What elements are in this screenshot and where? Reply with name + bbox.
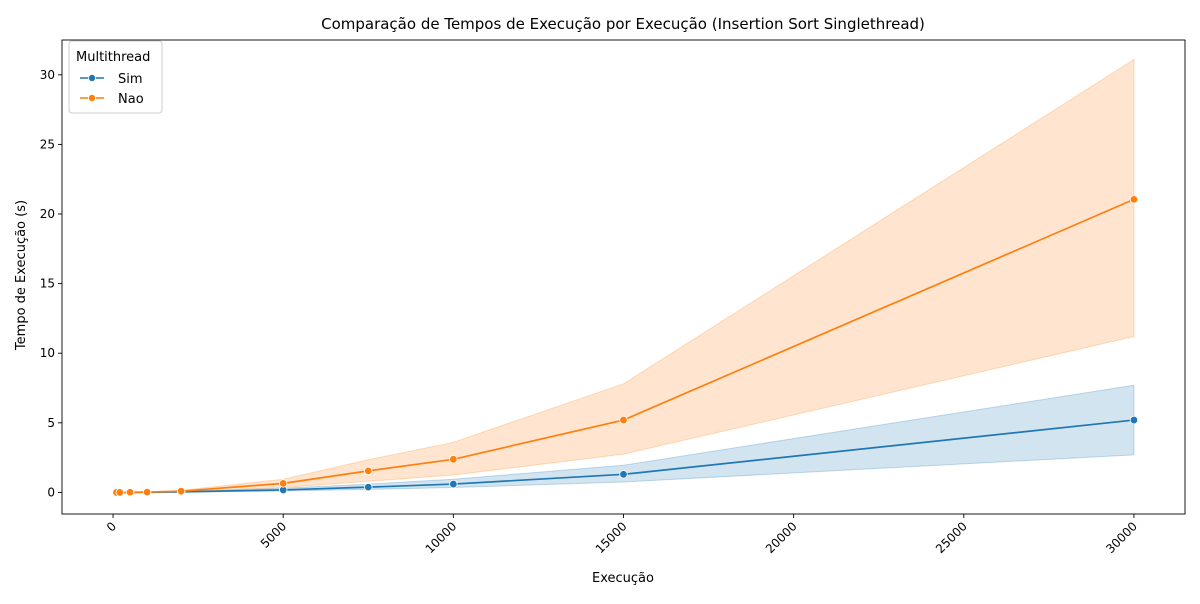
data-point-sim: [619, 470, 628, 479]
legend: Multithread Sim Nao: [68, 40, 163, 114]
y-tick-label: 30: [40, 68, 55, 82]
legend-title: Multithread: [76, 50, 150, 65]
chart-title: Comparação de Tempos de Execução por Exe…: [321, 15, 925, 33]
data-point-nao: [619, 415, 628, 425]
y-tick-label: 15: [40, 277, 55, 291]
data-point-nao: [364, 466, 373, 476]
y-tick-label: 10: [40, 346, 55, 360]
y-tick-label: 5: [47, 416, 55, 430]
data-point-nao: [449, 455, 458, 464]
data-point-nao: [125, 488, 135, 497]
data-point-nao: [115, 488, 125, 497]
y-tick-label: 0: [47, 485, 55, 499]
data-point-sim: [449, 479, 458, 489]
y-tick-label: 20: [40, 207, 55, 221]
legend-marker-nao: [88, 94, 97, 103]
data-point-nao: [279, 479, 288, 488]
data-point-nao: [176, 486, 186, 496]
data-point-nao: [1129, 195, 1139, 204]
y-tick-label: 25: [40, 137, 55, 151]
y-axis-label: Tempo de Execução (s): [14, 200, 29, 351]
data-point-sim: [364, 482, 373, 492]
legend-marker-sim: [88, 74, 97, 83]
x-axis-label: Execução: [592, 571, 654, 586]
data-point-sim: [1129, 415, 1139, 425]
series-line-nao: [116, 198, 1135, 494]
legend-entry-sim: Sim: [118, 72, 143, 87]
data-point-nao: [142, 487, 152, 497]
legend-entry-nao: Nao: [118, 92, 144, 107]
